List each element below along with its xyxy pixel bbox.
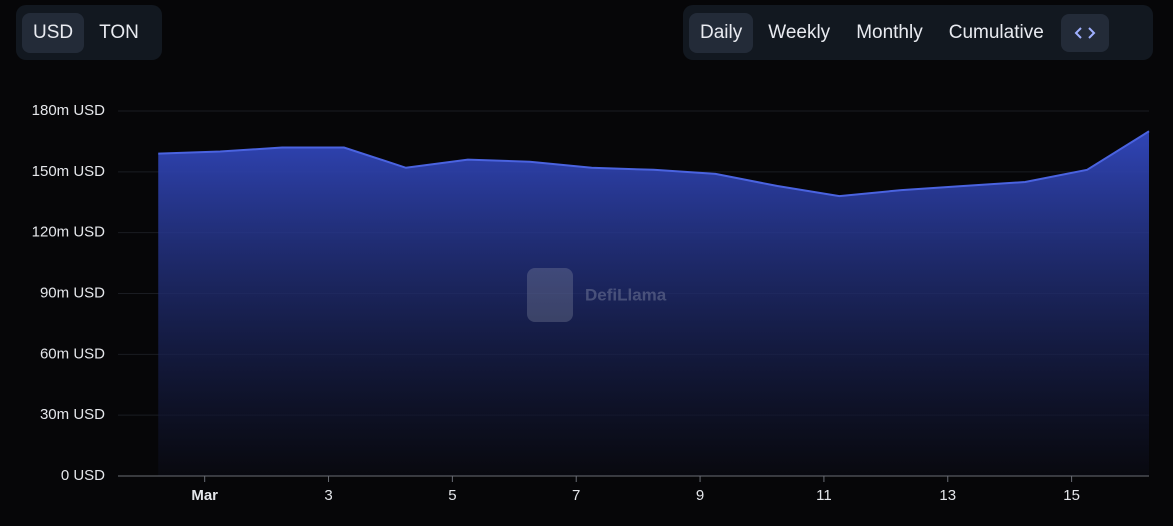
x-tick-label: 11 — [816, 487, 832, 504]
line — [158, 130, 1150, 198]
y-tick-label: 60m USD — [40, 345, 105, 362]
y-tick-label: 180m USD — [32, 102, 106, 119]
x-tick-label: 15 — [1063, 487, 1080, 504]
x-tick-label: 13 — [939, 487, 956, 504]
x-tick-label: Mar — [191, 487, 218, 504]
period-toggle: Daily Weekly Monthly Cumulative — [683, 5, 1153, 60]
area — [158, 131, 1149, 476]
x-tick-label: 9 — [696, 487, 704, 504]
x-tick-label: 3 — [324, 487, 332, 504]
y-tick-label: 150m USD — [32, 163, 106, 180]
period-button[interactable]: Monthly — [856, 21, 923, 43]
embed-icon — [1074, 26, 1096, 39]
currency-button[interactable]: USD — [22, 12, 85, 53]
currency-button[interactable]: TON — [99, 21, 139, 43]
x-tick-label: 5 — [448, 487, 456, 504]
x-tick-label: 7 — [572, 487, 580, 504]
watermark-text: DefiLlama — [585, 285, 667, 304]
period-button[interactable]: Weekly — [768, 21, 831, 43]
period-button[interactable]: Daily — [689, 12, 754, 53]
period-button[interactable]: Cumulative — [948, 21, 1044, 43]
y-tick-label: 90m USD — [40, 284, 105, 301]
watermark: DefiLlama — [527, 268, 667, 322]
y-tick-label: 30m USD — [40, 406, 105, 423]
currency-toggle: USD TON — [16, 5, 162, 60]
y-tick-label: 120m USD — [32, 224, 106, 241]
embed-button[interactable] — [1060, 13, 1109, 52]
y-tick-label: 0 USD — [61, 467, 105, 484]
